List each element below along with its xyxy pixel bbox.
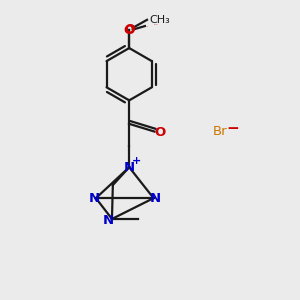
Text: −: − [226, 121, 239, 136]
Text: O—CH₃: O—CH₃ [154, 24, 159, 25]
Text: Br: Br [212, 125, 227, 138]
Text: N: N [89, 192, 100, 205]
Text: O: O [124, 23, 134, 36]
Text: N: N [149, 192, 161, 205]
Text: +: + [132, 156, 141, 166]
Text: O: O [154, 126, 165, 139]
Text: O: O [124, 24, 135, 37]
Text: CH₃: CH₃ [149, 14, 170, 25]
Text: N: N [124, 161, 135, 174]
Text: O: O [147, 26, 148, 27]
Text: N: N [103, 214, 114, 226]
